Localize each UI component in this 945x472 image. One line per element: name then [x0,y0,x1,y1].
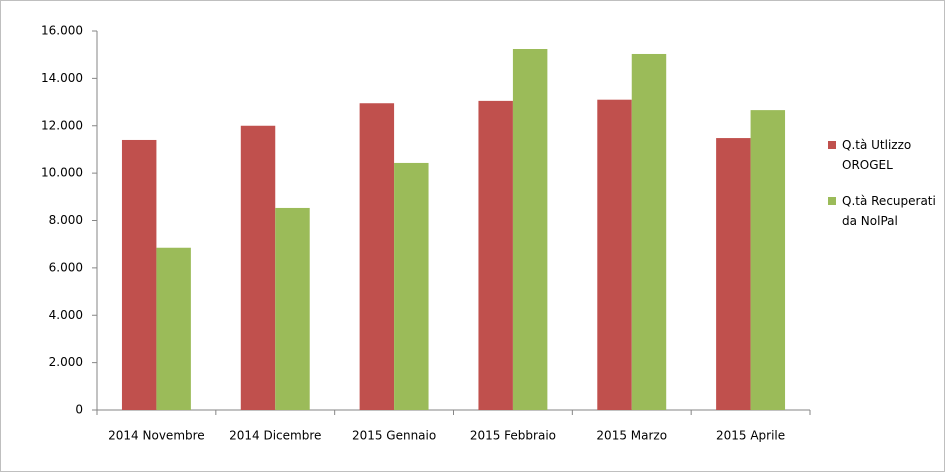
y-tick-label: 0 [75,403,83,417]
x-tick-label: 2015 Febbraio [470,429,556,443]
bar [631,53,667,411]
legend-label: Q.tà Utlizzo OROGEL [842,138,912,172]
x-tick-label: 2015 Aprile [716,429,785,443]
legend: Q.tà Utlizzo OROGEL Q.tà Recuperati da No… [828,135,938,247]
bar [716,138,751,410]
bar [394,162,429,410]
x-tick-label: 2015 Gennaio [352,429,436,443]
bar [275,207,310,410]
y-tick-label: 12.000 [41,118,83,132]
bar [597,99,632,410]
bar [156,247,191,410]
bar [478,100,513,411]
legend-item: Q.tà Recuperati da NolPal [828,191,938,231]
x-tick-label: 2014 Novembre [108,429,205,443]
y-tick-label: 6.000 [49,260,83,274]
legend-swatch [828,197,836,205]
y-tick-label: 10.000 [41,166,83,180]
x-tick-label: 2015 Marzo [596,429,667,443]
legend-label: Q.tà Recuperati da NolPal [842,194,936,228]
legend-swatch [828,141,836,149]
y-tick-label: 4.000 [49,308,83,322]
bar [240,125,276,410]
bar [121,139,157,410]
y-tick-label: 2.000 [49,355,83,369]
legend-item: Q.tà Utlizzo OROGEL [828,135,938,175]
y-tick-label: 16.000 [41,24,83,38]
x-tick-label: 2014 Dicembre [229,429,321,443]
y-tick-label: 8.000 [49,213,83,227]
bar [359,103,395,410]
y-tick-label: 14.000 [41,71,83,85]
bar [750,110,786,411]
bar [512,49,548,410]
